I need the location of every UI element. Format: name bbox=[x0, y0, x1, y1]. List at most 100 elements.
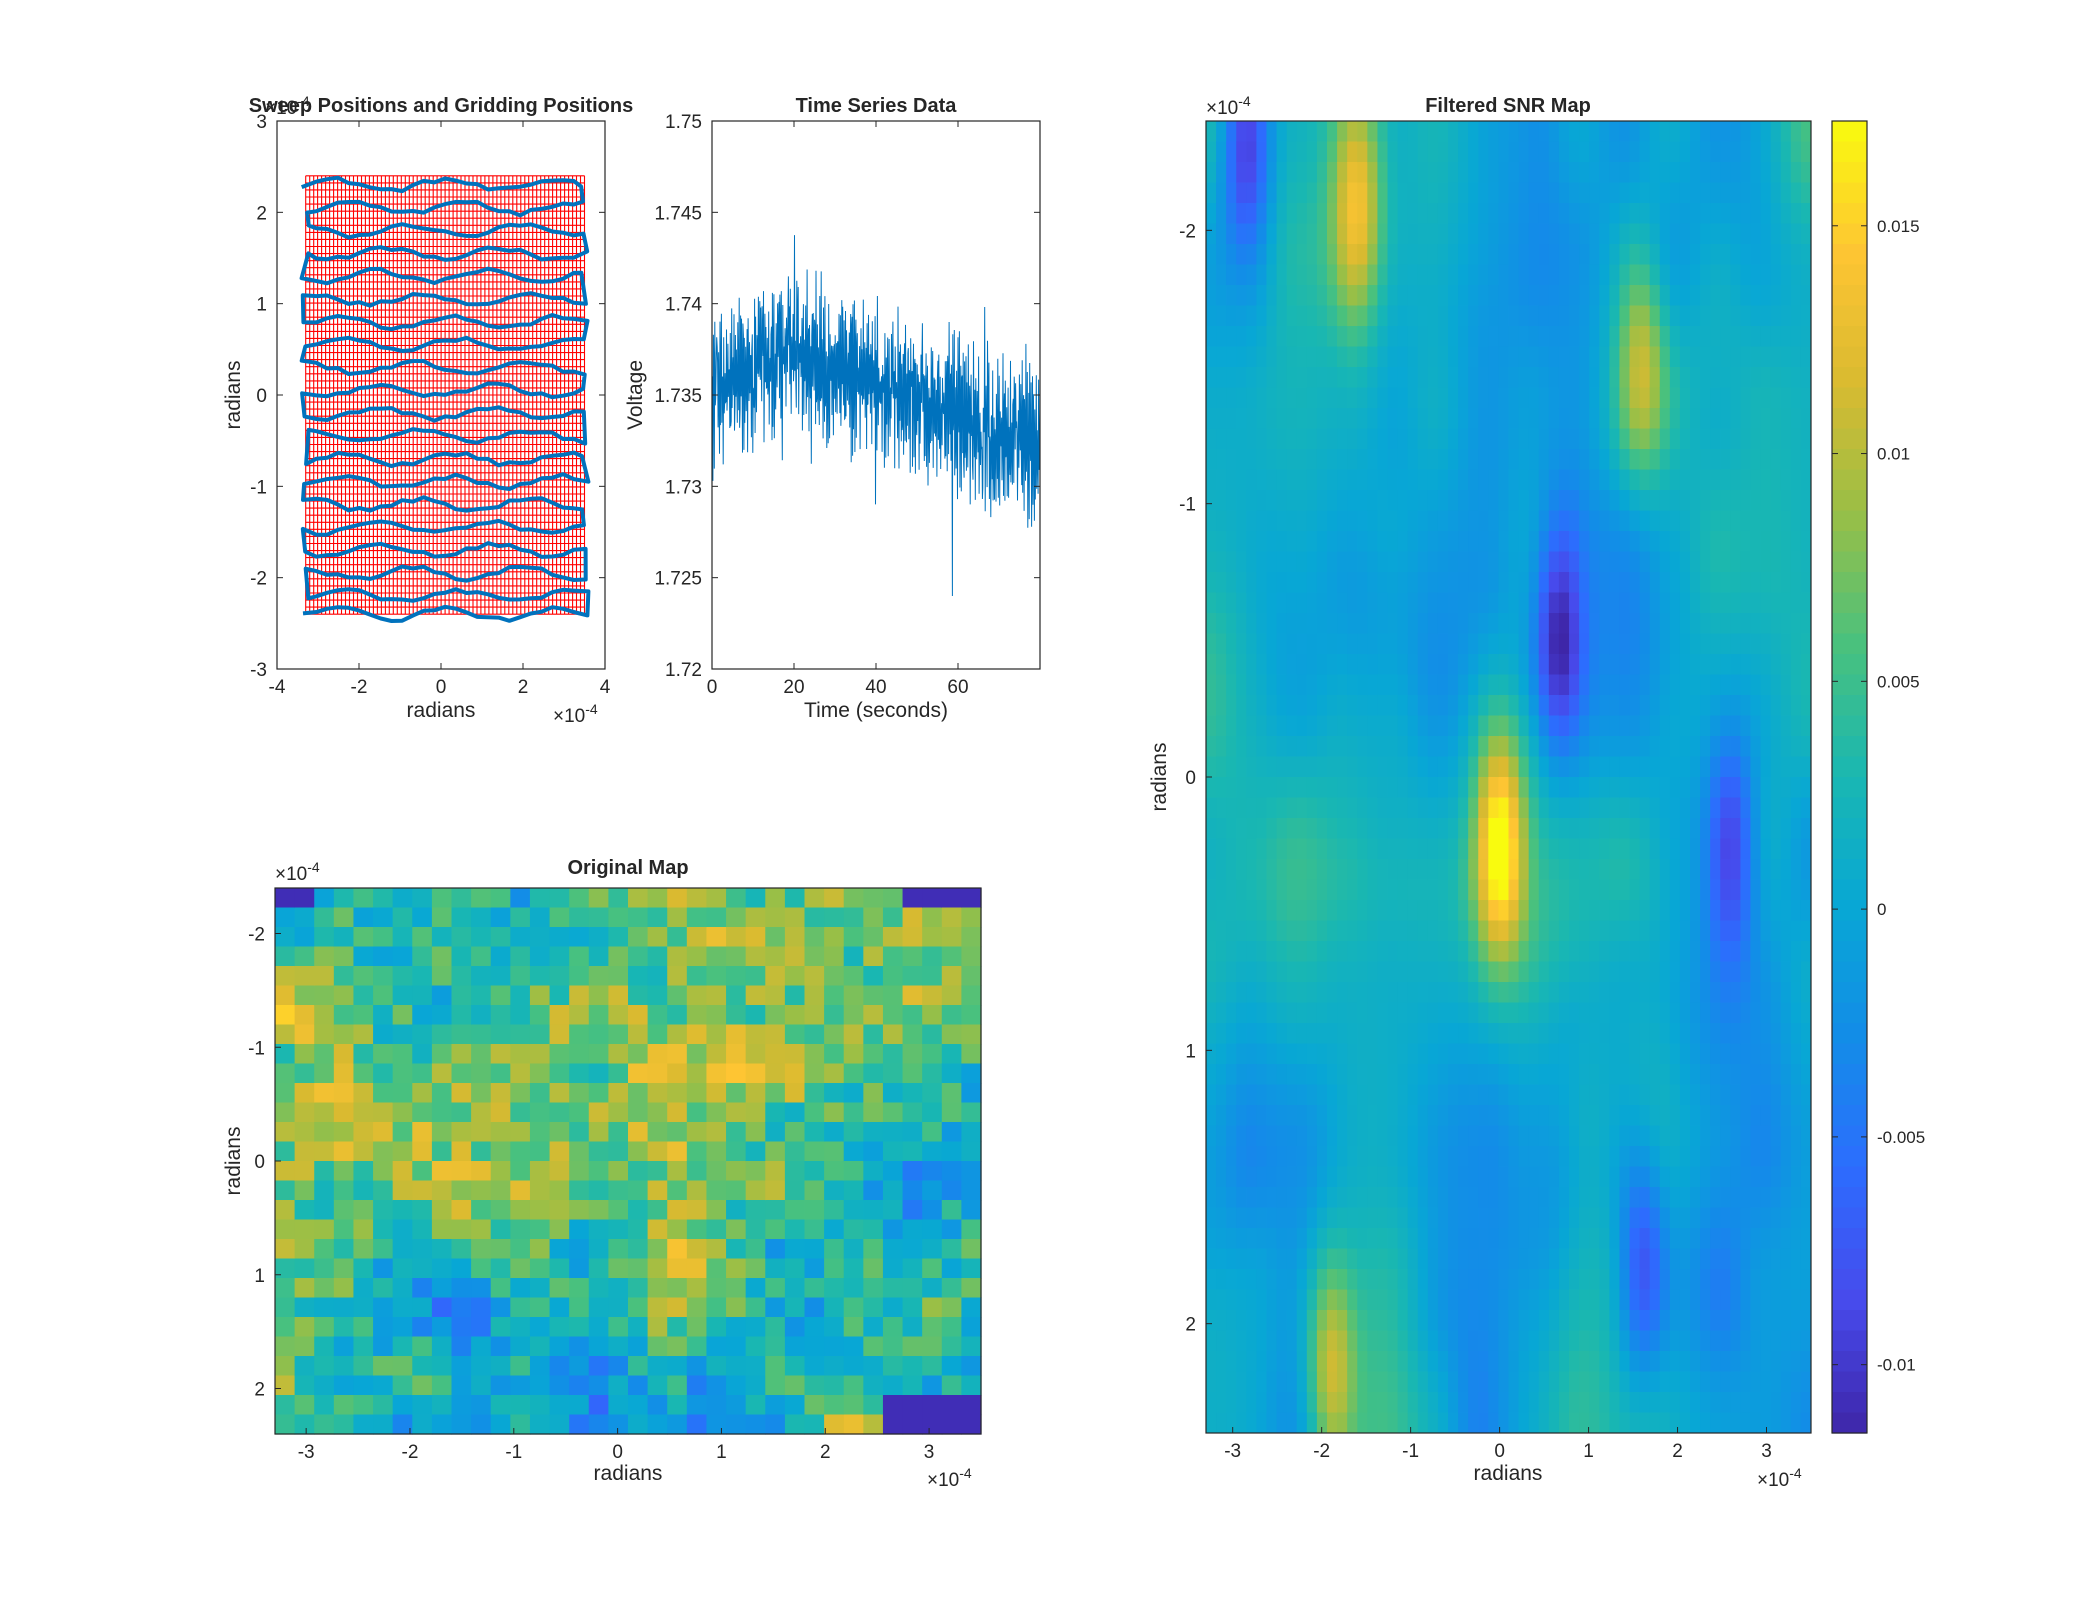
heatmap-cell bbox=[1800, 1310, 1811, 1332]
heatmap-cell bbox=[765, 888, 786, 909]
heatmap-cell bbox=[1296, 777, 1308, 799]
heatmap-cell bbox=[1246, 531, 1258, 553]
heatmap-cell bbox=[1337, 1392, 1348, 1414]
heatmap-cell bbox=[784, 1024, 806, 1045]
heatmap-cell bbox=[1437, 1351, 1449, 1373]
heatmap-cell bbox=[1448, 469, 1459, 491]
heatmap-cell bbox=[1488, 121, 1500, 143]
heatmap-cell bbox=[1468, 1371, 1479, 1393]
heatmap-cell bbox=[1377, 879, 1389, 901]
heatmap-cell bbox=[1417, 838, 1429, 860]
heatmap-cell bbox=[765, 946, 786, 967]
heatmap-cell bbox=[1407, 162, 1419, 184]
heatmap-cell bbox=[902, 1356, 923, 1377]
heatmap-cell bbox=[1377, 777, 1389, 799]
heatmap-cell bbox=[1387, 1002, 1399, 1024]
heatmap-cell bbox=[1437, 1187, 1449, 1209]
heatmap-cell bbox=[1266, 346, 1278, 368]
heatmap-cell bbox=[1468, 756, 1479, 778]
heatmap-cell bbox=[1720, 736, 1731, 758]
heatmap-cell bbox=[1488, 1392, 1500, 1414]
heatmap-cell bbox=[1478, 1228, 1489, 1250]
heatmap-cell bbox=[1216, 510, 1227, 532]
heatmap-cell bbox=[882, 927, 904, 948]
heatmap-cell bbox=[1397, 797, 1409, 819]
orig-x-tick-label: 3 bbox=[924, 1442, 935, 1463]
ts-title: Time Series Data bbox=[796, 95, 958, 117]
heatmap-cell bbox=[1417, 346, 1429, 368]
heatmap-cell bbox=[1609, 244, 1621, 266]
heatmap-cell bbox=[1306, 1228, 1318, 1250]
heatmap-cell bbox=[1679, 469, 1691, 491]
heatmap-cell bbox=[373, 907, 394, 928]
heatmap-cell bbox=[1710, 510, 1721, 532]
heatmap-cell bbox=[1548, 490, 1560, 512]
heatmap-cell bbox=[1518, 223, 1530, 245]
heatmap-cell bbox=[588, 927, 609, 948]
heatmap-cell bbox=[529, 1414, 551, 1435]
heatmap-cell bbox=[353, 1180, 374, 1201]
heatmap-cell bbox=[1377, 1125, 1389, 1147]
heatmap-cell bbox=[1700, 756, 1711, 778]
heatmap-cell bbox=[1649, 223, 1661, 245]
heatmap-cell bbox=[1609, 428, 1621, 450]
heatmap-cell bbox=[1226, 223, 1237, 245]
heatmap-cell bbox=[1458, 633, 1469, 655]
heatmap-cell bbox=[1690, 613, 1701, 635]
heatmap-cell bbox=[1216, 182, 1227, 204]
heatmap-cell bbox=[1800, 941, 1811, 963]
heatmap-cell bbox=[882, 1063, 904, 1084]
heatmap-cell bbox=[1518, 1023, 1530, 1045]
heatmap-cell bbox=[1730, 982, 1742, 1004]
heatmap-cell bbox=[1427, 1412, 1439, 1433]
heatmap-cell bbox=[1286, 1064, 1298, 1086]
heatmap-cell bbox=[1760, 818, 1772, 840]
heatmap-cell bbox=[1599, 900, 1610, 922]
heatmap-cell bbox=[392, 1297, 413, 1318]
heatmap-cell bbox=[1387, 1187, 1399, 1209]
heatmap-cell bbox=[1528, 695, 1540, 717]
heatmap-cell bbox=[784, 1414, 806, 1435]
heatmap-cell bbox=[686, 985, 708, 1006]
heatmap-cell bbox=[529, 1024, 551, 1045]
heatmap-cell bbox=[1316, 285, 1328, 307]
heatmap-cell bbox=[1609, 797, 1621, 819]
heatmap-cell bbox=[333, 1083, 355, 1104]
heatmap-cell bbox=[1316, 900, 1328, 922]
heatmap-cell bbox=[1468, 1105, 1479, 1127]
heatmap-cell bbox=[1367, 654, 1379, 676]
heatmap-cell bbox=[1740, 777, 1752, 799]
heatmap-cell bbox=[1740, 1371, 1752, 1393]
heatmap-cell bbox=[1256, 1064, 1268, 1086]
heatmap-cell bbox=[745, 1122, 766, 1143]
heatmap-cell bbox=[1589, 592, 1600, 614]
heatmap-cell bbox=[549, 1317, 570, 1338]
heatmap-cell bbox=[1760, 1064, 1772, 1086]
heatmap-cell bbox=[1246, 592, 1258, 614]
heatmap-cell bbox=[1337, 654, 1348, 676]
heatmap-cell bbox=[1730, 1146, 1742, 1168]
heatmap-cell bbox=[843, 1278, 864, 1299]
heatmap-cell bbox=[1276, 490, 1288, 512]
heatmap-cell bbox=[1216, 1310, 1227, 1332]
heatmap-cell bbox=[1226, 346, 1237, 368]
heatmap-cell bbox=[1276, 715, 1288, 737]
heatmap-cell bbox=[314, 1200, 335, 1221]
heatmap-cell bbox=[1448, 223, 1459, 245]
heatmap-cell bbox=[392, 1278, 413, 1299]
heatmap-cell bbox=[1740, 367, 1752, 389]
heatmap-cell bbox=[353, 927, 374, 948]
heatmap-cell bbox=[1558, 592, 1570, 614]
heatmap-cell bbox=[1790, 141, 1802, 163]
heatmap-cell bbox=[1538, 121, 1550, 143]
heatmap-cell bbox=[1690, 920, 1701, 942]
heatmap-cell bbox=[1669, 141, 1681, 163]
heatmap-cell bbox=[1458, 305, 1469, 327]
heatmap-cell bbox=[333, 1336, 355, 1357]
heatmap-cell bbox=[1478, 572, 1489, 594]
heatmap-cell bbox=[1226, 674, 1237, 696]
heatmap-cell bbox=[1448, 900, 1459, 922]
heatmap-cell bbox=[1216, 305, 1227, 327]
heatmap-cell bbox=[1569, 715, 1580, 737]
heatmap-cell bbox=[1417, 1187, 1429, 1209]
